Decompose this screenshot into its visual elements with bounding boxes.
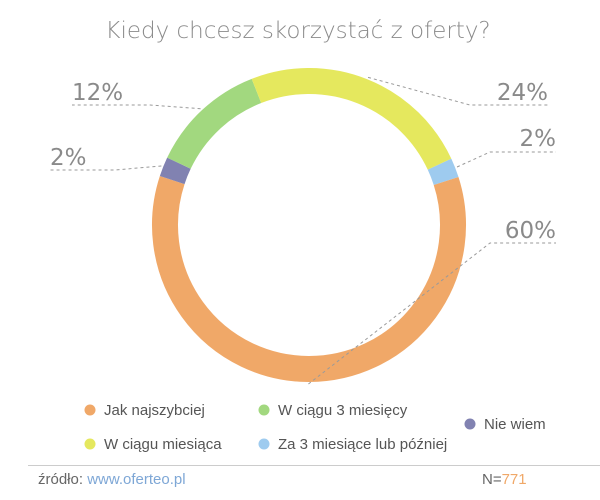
slice-w-ciagu-miesiaca xyxy=(251,68,452,170)
legend-label: W ciągu miesiąca xyxy=(104,436,222,453)
slice-label-w-ciagu-miesiaca: 24% xyxy=(497,80,548,106)
legend: Jak najszybciej W ciągu 3 miesięcy Nie wie… xyxy=(84,402,546,453)
slice-label-w-ciagu-3-miesiecy: 12% xyxy=(72,80,123,106)
legend-item-jak-najszybciej: Jak najszybciej xyxy=(84,402,205,419)
chart-title: Kiedy chcesz skorzystać z oferty? xyxy=(105,18,490,44)
slice-jak-najszybciej xyxy=(152,175,466,382)
legend-label: Nie wiem xyxy=(484,416,546,433)
legend-label: W ciągu 3 miesięcy xyxy=(278,402,408,419)
legend-swatch xyxy=(84,438,96,450)
legend-item-za-3-miesiace-lub-pozniej: Za 3 miesiące lub później xyxy=(258,436,447,453)
footer-divider xyxy=(28,465,600,466)
sample-size: N=771 xyxy=(482,471,527,488)
legend-label: Jak najszybciej xyxy=(104,402,205,419)
legend-label: Za 3 miesiące lub później xyxy=(278,436,447,453)
legend-swatch xyxy=(258,438,270,450)
slice-label-za-3-miesiace-lub-pozniej: 2% xyxy=(520,126,557,152)
slice-callouts: 2% 60% 2% 12% 24% xyxy=(50,76,557,385)
slice-w-ciagu-3-miesiecy xyxy=(167,78,262,170)
sample-size-label: N= xyxy=(482,471,502,488)
legend-item-w-ciagu-miesiaca: W ciągu miesiąca xyxy=(84,436,222,453)
legend-swatch xyxy=(258,404,270,416)
slice-label-nie-wiem: 2% xyxy=(50,145,87,171)
slice-nie-wiem xyxy=(159,157,191,185)
callout-line-jak-najszybciej xyxy=(308,242,556,385)
donut-slices xyxy=(152,68,466,382)
callout-line-w-ciagu-3-miesiecy xyxy=(72,104,201,110)
callout-line-za-3-miesiace-lub-pozniej xyxy=(456,151,556,168)
callout-line-w-ciagu-miesiaca xyxy=(367,76,548,106)
legend-item-nie-wiem: Nie wiem xyxy=(464,416,546,433)
slice-za-3-miesiace-lub-pozniej xyxy=(427,158,459,186)
source-link[interactable]: www.oferteo.pl xyxy=(87,471,186,488)
source-label: źródło: xyxy=(38,471,84,488)
sample-size-value: 771 xyxy=(501,471,527,488)
source-note: źródło: www.oferteo.pl xyxy=(38,471,186,488)
legend-swatch xyxy=(84,404,96,416)
slice-label-jak-najszybciej: 60% xyxy=(505,218,556,244)
legend-swatch xyxy=(464,418,476,430)
legend-item-w-ciagu-3-miesiecy: W ciągu 3 miesięcy xyxy=(258,402,408,419)
